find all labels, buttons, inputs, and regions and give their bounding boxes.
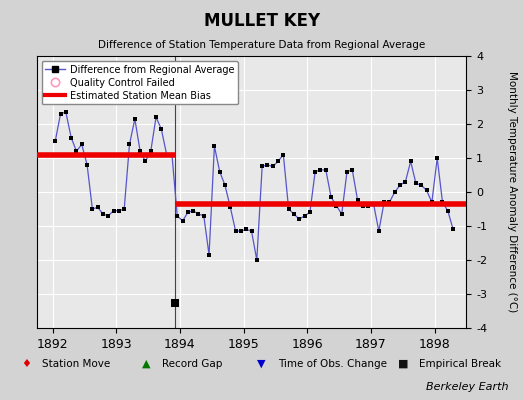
Point xyxy=(62,109,70,115)
Point xyxy=(130,116,139,122)
Point xyxy=(300,212,309,219)
Point xyxy=(322,167,330,173)
Point xyxy=(359,202,367,209)
Point xyxy=(337,211,346,217)
Point xyxy=(354,197,362,204)
Point xyxy=(215,168,224,175)
Point xyxy=(279,151,288,158)
Text: Record Gap: Record Gap xyxy=(162,359,223,369)
Point xyxy=(316,167,325,173)
Point xyxy=(433,155,441,161)
Point xyxy=(422,187,431,194)
Point xyxy=(184,209,192,216)
Point xyxy=(162,151,171,158)
Point xyxy=(120,206,128,212)
Point xyxy=(72,148,81,154)
Point xyxy=(348,167,356,173)
Point xyxy=(99,211,107,217)
Point xyxy=(369,201,378,207)
Point xyxy=(226,204,235,210)
Legend: Difference from Regional Average, Quality Control Failed, Estimated Station Mean: Difference from Regional Average, Qualit… xyxy=(41,61,238,104)
Point xyxy=(88,206,96,212)
Point xyxy=(253,257,261,263)
Text: Difference of Station Temperature Data from Regional Average: Difference of Station Temperature Data f… xyxy=(99,40,425,50)
Text: ▲: ▲ xyxy=(141,359,150,369)
Point xyxy=(51,138,59,144)
Text: Station Move: Station Move xyxy=(42,359,110,369)
Point xyxy=(67,134,75,141)
Point xyxy=(78,141,86,148)
Point xyxy=(57,110,65,117)
Point xyxy=(232,228,240,234)
Point xyxy=(110,208,118,214)
Point xyxy=(407,158,415,165)
Point xyxy=(104,212,113,219)
Point xyxy=(428,199,436,205)
Point xyxy=(295,216,303,222)
Point xyxy=(364,202,373,209)
Point xyxy=(390,189,399,195)
Point xyxy=(285,206,293,212)
Point xyxy=(141,158,149,165)
Point xyxy=(115,208,123,214)
Point xyxy=(385,199,394,205)
Point xyxy=(274,158,282,165)
Point xyxy=(311,168,319,175)
Point xyxy=(125,141,134,148)
Point xyxy=(237,228,245,234)
Point xyxy=(170,299,179,306)
Point xyxy=(327,194,335,200)
Point xyxy=(412,180,420,187)
Text: Time of Obs. Change: Time of Obs. Change xyxy=(278,359,387,369)
Point xyxy=(189,208,198,214)
Text: ▼: ▼ xyxy=(257,359,265,369)
Point xyxy=(305,209,314,216)
Point xyxy=(136,148,144,154)
Point xyxy=(173,212,181,219)
Text: MULLET KEY: MULLET KEY xyxy=(204,12,320,30)
Point xyxy=(258,163,266,170)
Text: ♦: ♦ xyxy=(21,359,31,369)
Point xyxy=(247,228,256,234)
Text: ■: ■ xyxy=(398,359,409,369)
Text: Berkeley Earth: Berkeley Earth xyxy=(426,382,508,392)
Point xyxy=(205,252,213,258)
Text: Empirical Break: Empirical Break xyxy=(419,359,501,369)
Point xyxy=(168,151,176,158)
Point xyxy=(93,204,102,210)
Point xyxy=(194,211,203,217)
Point xyxy=(200,212,208,219)
Point xyxy=(263,162,271,168)
Point xyxy=(178,218,187,224)
Point xyxy=(380,199,388,205)
Point xyxy=(343,168,351,175)
Point xyxy=(152,114,160,120)
Point xyxy=(417,182,425,188)
Point xyxy=(221,182,229,188)
Point xyxy=(242,226,250,232)
Y-axis label: Monthly Temperature Anomaly Difference (°C): Monthly Temperature Anomaly Difference (… xyxy=(507,71,517,313)
Point xyxy=(396,182,404,188)
Point xyxy=(375,228,383,234)
Point xyxy=(290,211,298,217)
Point xyxy=(444,208,452,214)
Point xyxy=(449,226,457,232)
Point xyxy=(438,199,446,205)
Point xyxy=(401,178,410,185)
Point xyxy=(147,148,155,154)
Point xyxy=(83,162,91,168)
Point xyxy=(157,126,166,132)
Point xyxy=(332,202,341,209)
Point xyxy=(268,163,277,170)
Point xyxy=(210,143,219,149)
